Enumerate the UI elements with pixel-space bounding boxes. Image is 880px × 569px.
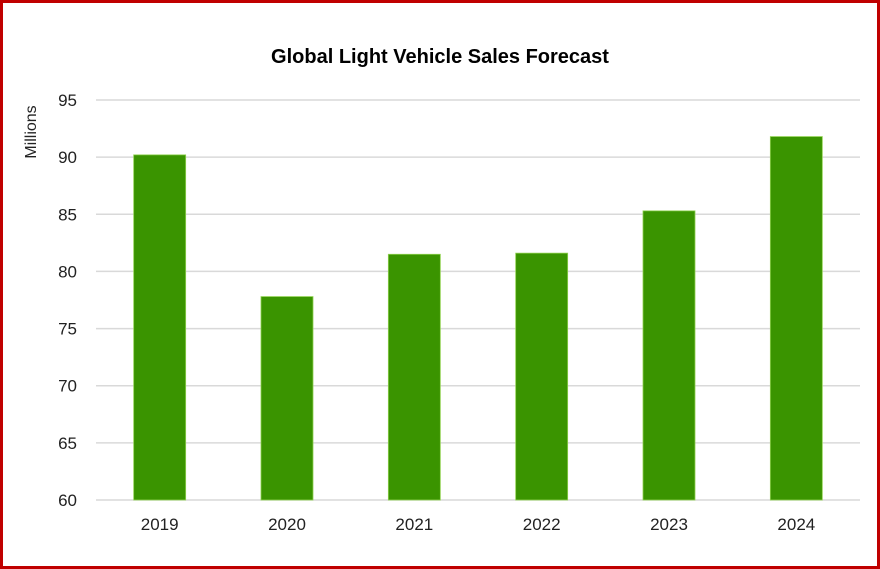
y-tick-label: 70: [58, 377, 77, 396]
bar-2023: [642, 210, 696, 501]
y-tick-label: 65: [58, 434, 77, 453]
x-tick-label: 2019: [141, 515, 179, 534]
chart-title: Global Light Vehicle Sales Forecast: [271, 46, 609, 68]
y-tick-label: 95: [58, 91, 77, 110]
x-tick-label: 2022: [523, 515, 561, 534]
x-tick-label: 2020: [268, 515, 306, 534]
y-axis-label: Millions: [23, 105, 40, 158]
bar-2019: [133, 154, 187, 501]
y-tick-label: 80: [58, 262, 77, 281]
y-tick-label: 85: [58, 205, 77, 224]
bar-2022: [515, 252, 569, 501]
bar-2021: [387, 253, 441, 501]
x-tick-label: 2021: [395, 515, 433, 534]
y-tick-label: 90: [58, 148, 77, 167]
x-tick-label: 2023: [650, 515, 688, 534]
bar-2020: [260, 296, 314, 501]
bar-2024: [769, 136, 823, 501]
y-tick-label: 60: [58, 491, 77, 510]
x-tick-label: 2024: [777, 515, 815, 534]
y-tick-label: 75: [58, 320, 77, 339]
